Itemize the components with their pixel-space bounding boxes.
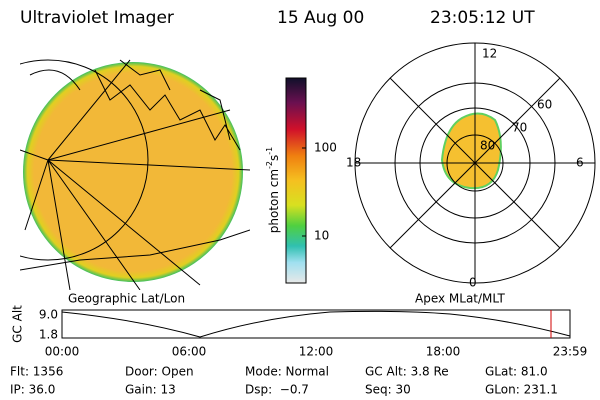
x-tick-label: 18:00 [426,345,461,359]
y-tick-label: 9.0 [39,308,58,322]
x-tick-label: 23:59 [553,345,588,359]
colorbar-tick: 10 [314,229,329,243]
lat-label: 70 [512,121,527,135]
colorbar [285,77,307,284]
mlt-label: 0 [469,276,477,290]
exponent: -1 [265,147,274,155]
mlt-label: 12 [482,47,497,61]
status-field: Seq: 30 [365,383,411,397]
time: 23:05:12 UT [430,8,535,28]
colorbar-label: photon cm-2s-1 [265,147,281,234]
y-tick-label: 1.8 [39,328,58,342]
exponent: -2 [265,161,274,169]
status-field: Door: Open [125,365,194,379]
panel-label: Geographic Lat/Lon [68,292,185,306]
status-field: GLat: 81.0 [485,365,548,379]
instrument: Ultraviolet Imager [20,8,174,28]
lat-label: 80 [480,139,495,153]
lat-label: 60 [537,98,552,112]
altitude-plot [61,309,571,339]
footer: Flt: 1356 Door: Open Mode: Normal GC Alt: 3… [10,365,558,397]
status-field: Gain: 13 [125,383,176,397]
x-tick-label: 00:00 [45,345,80,359]
polar-plot [354,42,596,284]
x-tick-label: 06:00 [172,345,207,359]
status-field: Flt: 1356 [10,365,63,379]
status-field: GC Alt: 3.8 Re [365,365,449,379]
unit: photon cm [267,169,281,233]
mlt-label: 6 [576,156,584,170]
status-field: GLon: 231.1 [485,383,558,397]
panel-label: Apex MLat/MLT [415,292,505,306]
x-tick-label: 12:00 [299,345,334,359]
date: 15 Aug 00 [277,8,364,28]
status-field: IP: 36.0 [10,383,55,397]
globe-image [20,59,250,290]
mlt-label: 18 [346,156,361,170]
altitude-curve [61,310,571,338]
unit: s [267,155,281,161]
y-label: GC Alt [11,305,25,343]
status-field: Dsp: −0.7 [245,383,309,397]
status-field: Mode: Normal [245,365,329,379]
colorbar-tick: 100 [314,141,337,155]
